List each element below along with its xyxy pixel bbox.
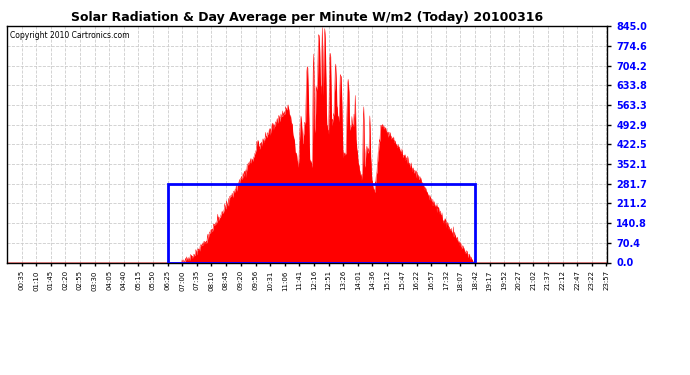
Title: Solar Radiation & Day Average per Minute W/m2 (Today) 20100316: Solar Radiation & Day Average per Minute…: [71, 11, 543, 24]
Text: Copyright 2010 Cartronics.com: Copyright 2010 Cartronics.com: [10, 31, 130, 40]
Bar: [168, 184, 475, 262]
